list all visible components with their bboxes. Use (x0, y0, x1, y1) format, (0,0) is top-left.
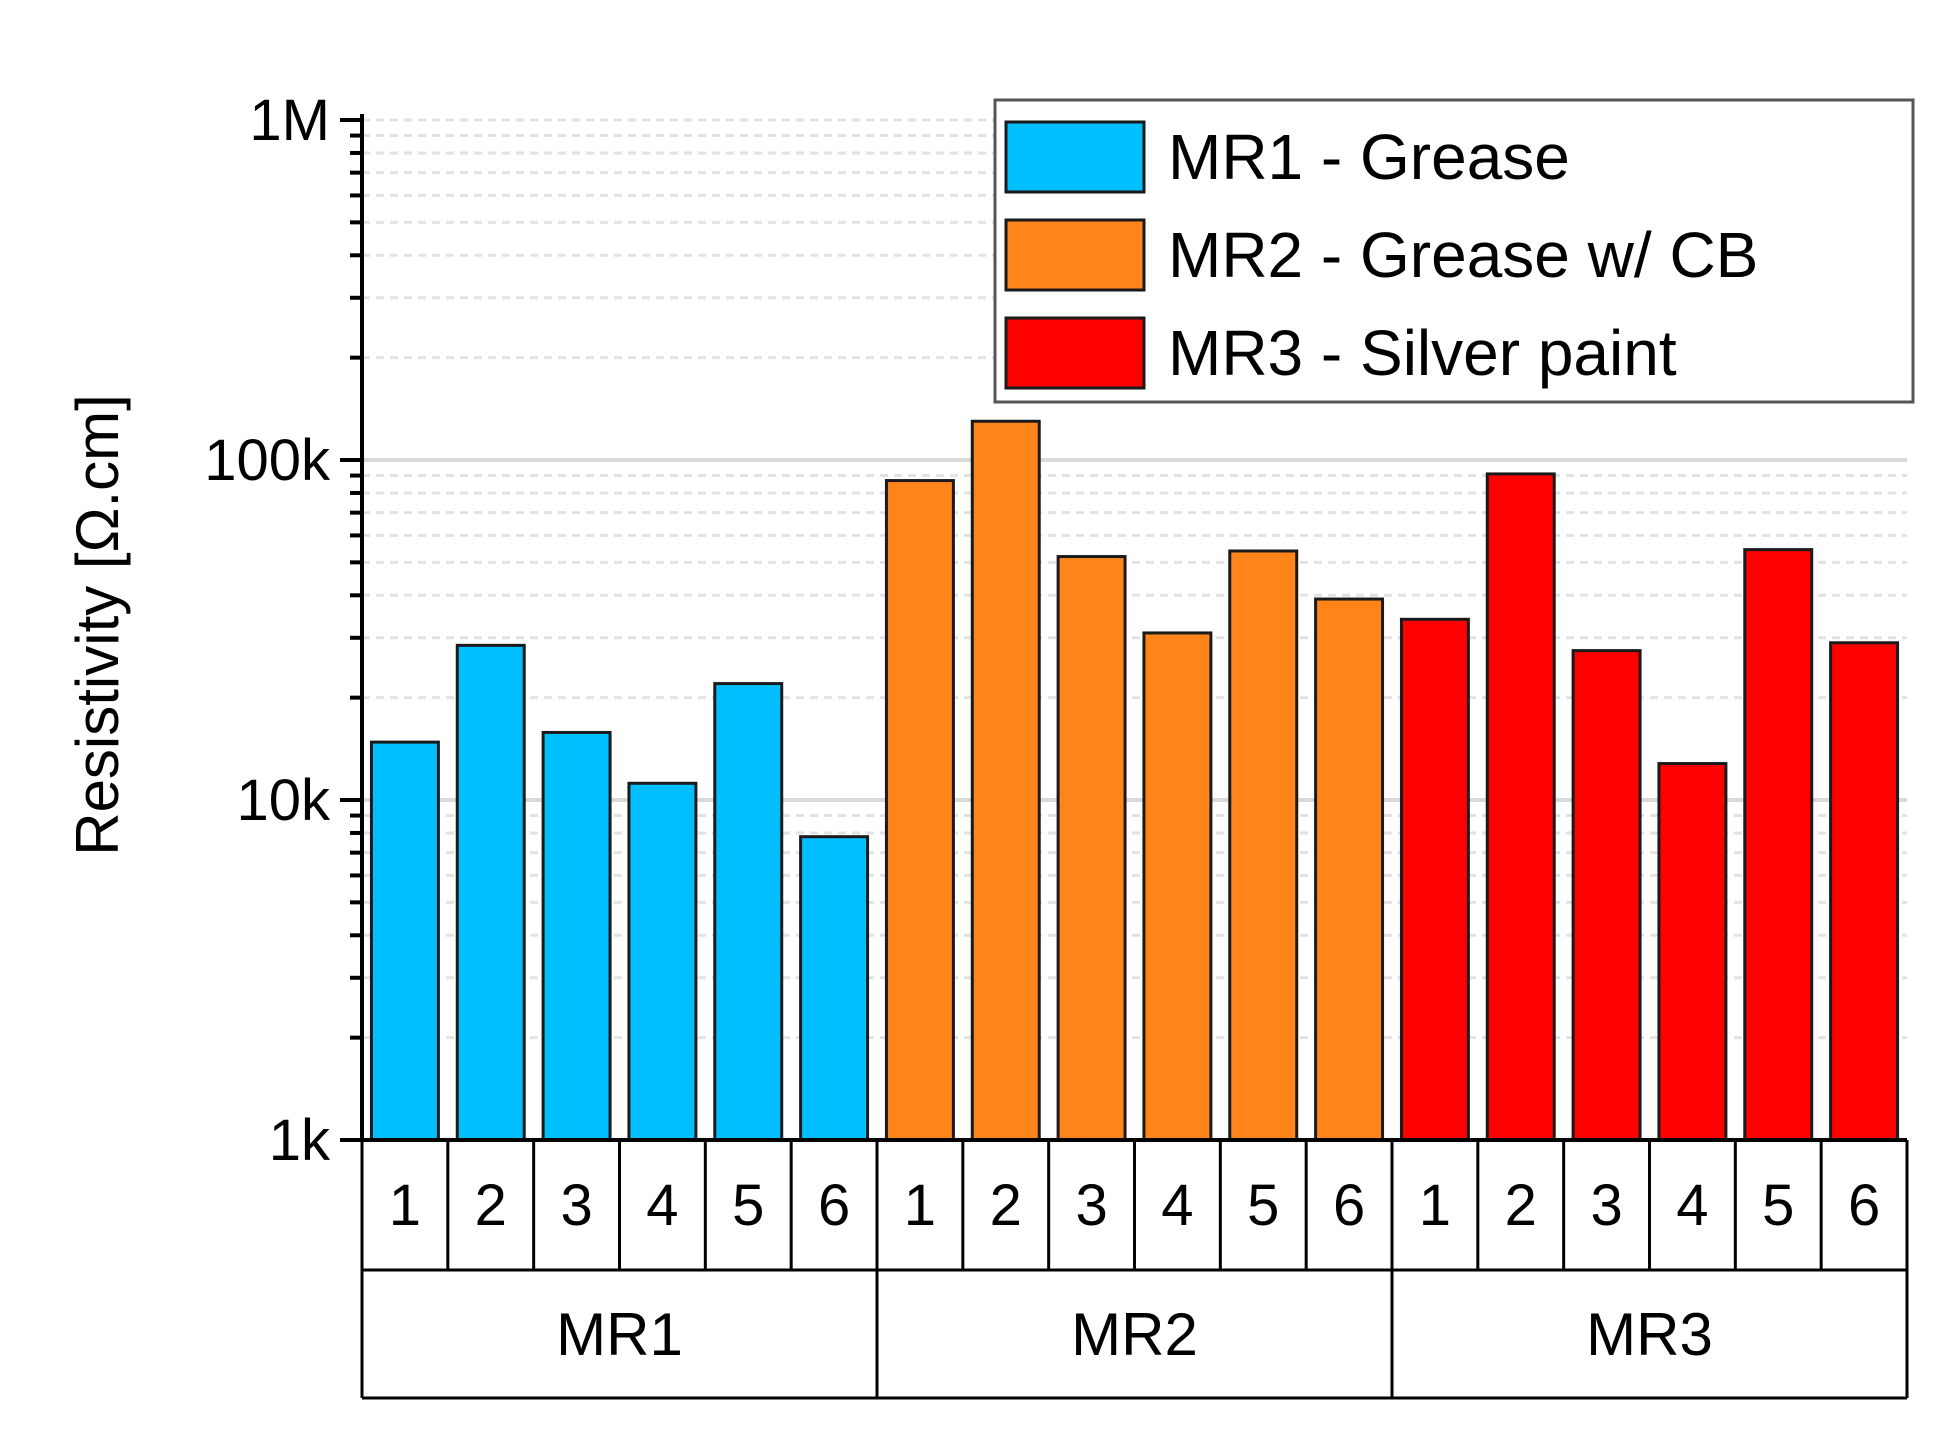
legend-swatch-mr3 (1004, 316, 1146, 390)
x-category-label: 6 (1848, 1173, 1880, 1238)
legend-swatch-mr1 (1004, 120, 1146, 194)
x-category-label: 1 (389, 1173, 421, 1238)
x-category-label: 5 (732, 1173, 764, 1238)
x-category-label: 4 (1161, 1173, 1193, 1238)
y-tick-label: 1k (269, 1108, 331, 1173)
legend-label-mr3: MR3 - Silver paint (1168, 317, 1677, 389)
x-group-label: MR2 (1071, 1301, 1198, 1368)
x-category-label: 4 (1676, 1173, 1708, 1238)
bar-mr2-6 (1314, 597, 1385, 1142)
bar-mr2-3 (1056, 555, 1127, 1142)
x-category-label: 6 (818, 1173, 850, 1238)
y-axis: 1k 10k 100k 1M (204, 88, 364, 1173)
bar-mr1-1 (369, 740, 440, 1142)
x-category-label: 2 (1505, 1173, 1537, 1238)
y-axis-title: Resistivity [Ω.cm] (64, 394, 131, 856)
bar-mr1-3 (541, 730, 612, 1142)
bar-mr1-4 (627, 781, 698, 1142)
bar-mr3-2 (1485, 472, 1556, 1142)
bar-mr3-3 (1571, 649, 1642, 1142)
legend: MR1 - Grease MR2 - Grease w/ CB MR3 - Silv… (993, 98, 1915, 404)
bar-mr2-5 (1228, 549, 1299, 1142)
x-category-label: 2 (475, 1173, 507, 1238)
x-category-label: 2 (990, 1173, 1022, 1238)
bar-mr2-4 (1142, 631, 1213, 1142)
legend-label-mr1: MR1 - Grease (1168, 121, 1570, 193)
y-tick-label: 1M (249, 88, 330, 153)
bar-mr3-4 (1657, 762, 1728, 1142)
bar-mr2-2 (970, 419, 1041, 1142)
x-category-label: 3 (1590, 1173, 1622, 1238)
x-category-label: 5 (1762, 1173, 1794, 1238)
x-category-label: 1 (1419, 1173, 1451, 1238)
y-tick-label: 10k (236, 768, 331, 833)
x-category-label: 1 (904, 1173, 936, 1238)
bar-mr1-2 (455, 643, 526, 1142)
bar-mr3-1 (1399, 617, 1470, 1142)
bar-mr3-6 (1829, 641, 1900, 1142)
bars (369, 419, 1900, 1142)
x-group-label: MR3 (1586, 1301, 1713, 1368)
legend-box (993, 98, 1915, 404)
x-category-label: 5 (1247, 1173, 1279, 1238)
x-category-label: 3 (1075, 1173, 1107, 1238)
bar-mr3-5 (1743, 548, 1814, 1142)
x-category-label: 3 (560, 1173, 592, 1238)
y-tick-label: 100k (204, 428, 331, 493)
x-category-label: 4 (646, 1173, 678, 1238)
x-category-label: 6 (1333, 1173, 1365, 1238)
legend-swatch-mr2 (1004, 218, 1146, 292)
legend-label-mr2: MR2 - Grease w/ CB (1168, 219, 1758, 291)
bar-mr1-5 (713, 682, 784, 1142)
bar-mr1-6 (799, 835, 870, 1142)
bar-mr2-1 (884, 479, 955, 1142)
x-group-label: MR1 (556, 1301, 683, 1368)
